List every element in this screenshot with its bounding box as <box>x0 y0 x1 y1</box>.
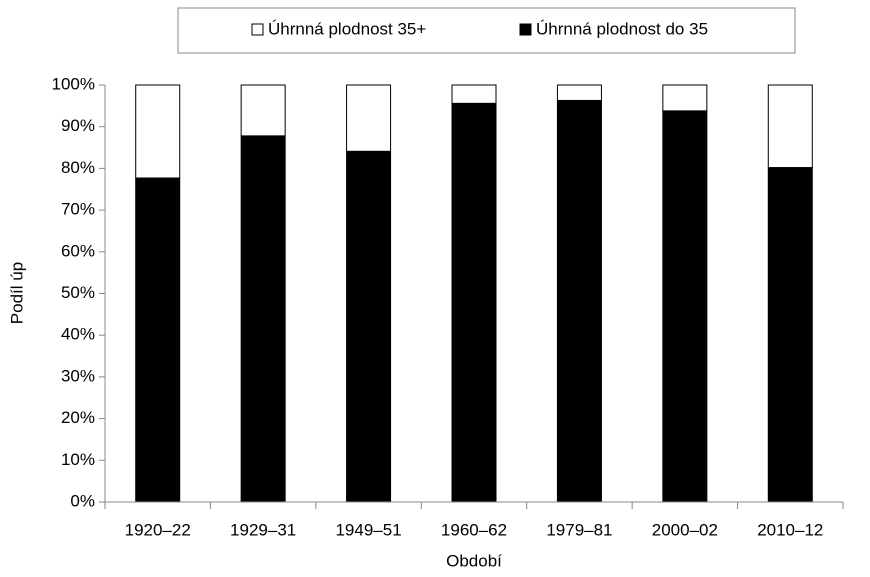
y-tick-label: 20% <box>61 408 95 427</box>
x-tick-label: 1920–22 <box>125 520 191 539</box>
x-axis-label: Období <box>446 551 502 570</box>
bar-segment <box>135 177 181 503</box>
bar-segment <box>451 84 497 104</box>
bar-segment <box>135 84 181 179</box>
x-tick-label: 2000–02 <box>652 520 718 539</box>
legend-swatch <box>251 23 264 36</box>
y-tick-label: 90% <box>61 116 95 135</box>
bar-segment <box>767 84 813 169</box>
y-tick-label: 60% <box>61 241 95 260</box>
y-tick-label: 30% <box>61 366 95 385</box>
bar-segment <box>556 99 602 503</box>
legend-label: Úhrnná plodnost 35+ <box>268 19 426 38</box>
bar-segment <box>240 84 286 137</box>
legend-label: Úhrnná plodnost do 35 <box>536 19 708 38</box>
x-tick-label: 1960–62 <box>441 520 507 539</box>
bar-segment <box>451 102 497 503</box>
bar-segment <box>662 110 708 503</box>
y-tick-label: 0% <box>70 491 95 510</box>
x-tick-label: 1929–31 <box>230 520 296 539</box>
legend-swatch <box>519 23 532 36</box>
x-tick-label: 1949–51 <box>335 520 401 539</box>
x-tick-label: 2010–12 <box>757 520 823 539</box>
y-tick-label: 50% <box>61 283 95 302</box>
y-tick-label: 10% <box>61 450 95 469</box>
y-tick-label: 100% <box>52 74 95 93</box>
y-axis-label: Podíl úp <box>7 262 26 324</box>
bar-segment <box>556 84 602 101</box>
bar-segment <box>346 84 392 152</box>
x-tick-label: 1979–81 <box>546 520 612 539</box>
y-tick-label: 70% <box>61 200 95 219</box>
y-tick-label: 80% <box>61 158 95 177</box>
y-tick-label: 40% <box>61 325 95 344</box>
bar-segment <box>662 84 708 112</box>
bar-segment <box>346 150 392 503</box>
bar-segment <box>240 135 286 503</box>
bar-segment <box>767 167 813 503</box>
legend-box <box>177 7 796 54</box>
